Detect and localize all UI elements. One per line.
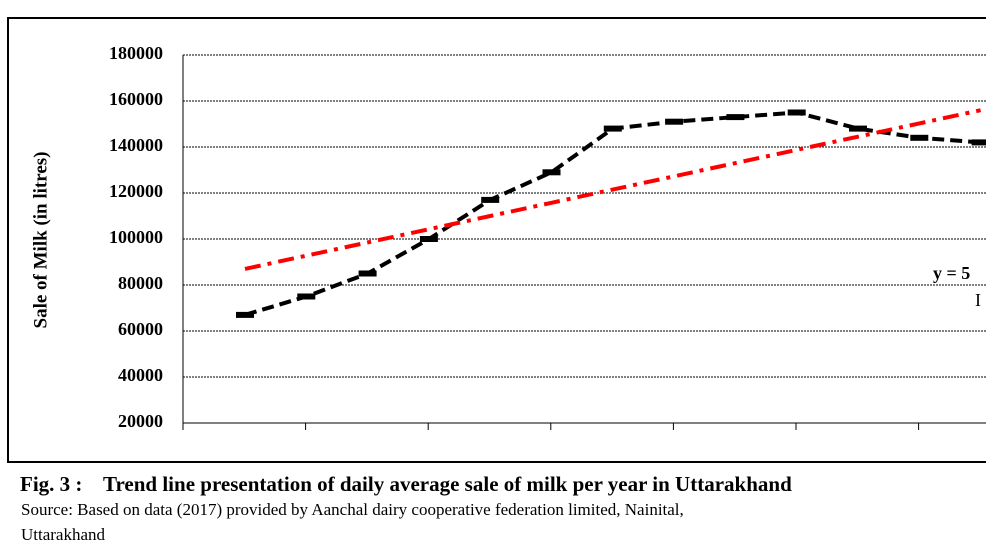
y-tick-label: 60000: [118, 319, 163, 339]
caption-source: Uttarakhand: [21, 525, 106, 544]
y-tick-label: 40000: [118, 365, 163, 385]
marker: [236, 311, 254, 318]
marker: [665, 118, 684, 125]
y-tick-label: 20000: [118, 411, 163, 431]
marker: [358, 270, 377, 277]
marker: [910, 134, 929, 141]
marker: [787, 109, 806, 116]
y-tick-label: 120000: [109, 181, 163, 201]
marker: [297, 293, 316, 300]
y-tick-label: 160000: [109, 89, 163, 109]
annotation: y = 5: [933, 263, 970, 283]
chart-frame: [7, 17, 986, 463]
marker: [481, 196, 500, 203]
marker: [542, 169, 561, 176]
marker: [849, 125, 867, 132]
annotation: I: [975, 290, 981, 310]
y-tick-label: 180000: [109, 43, 163, 63]
y-tick-label: 140000: [109, 135, 163, 155]
marker: [419, 236, 438, 242]
marker: [971, 139, 986, 146]
y-axis-label: Sale of Milk (in litres): [30, 152, 51, 329]
caption-source: Source: Based on data (2017) provided by…: [21, 500, 684, 519]
marker: [726, 114, 745, 121]
y-tick-label: 100000: [109, 227, 163, 247]
marker: [603, 125, 622, 132]
caption-title: Fig. 3 : Trend line presentation of dail…: [20, 472, 792, 496]
line: [244, 108, 982, 271]
y-tick-label: 80000: [118, 273, 163, 293]
